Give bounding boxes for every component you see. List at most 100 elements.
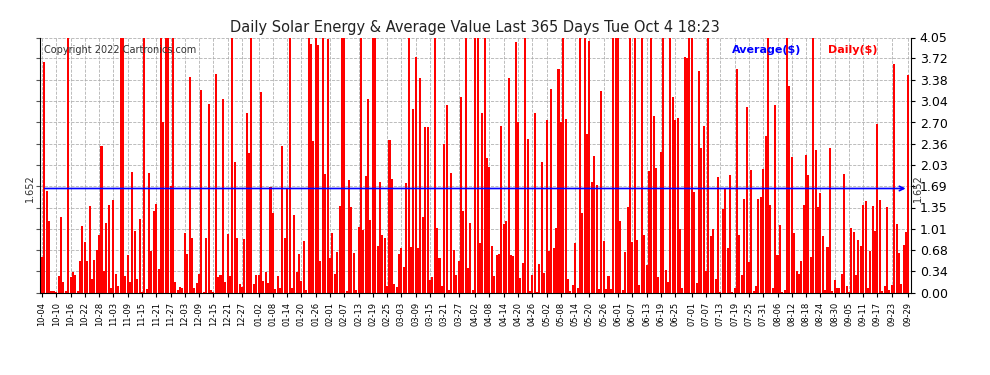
Bar — [832, 291, 834, 292]
Bar — [867, 288, 869, 292]
Bar — [439, 258, 441, 292]
Bar — [132, 172, 134, 292]
Bar — [257, 275, 259, 292]
Bar — [91, 279, 93, 292]
Bar — [376, 246, 378, 292]
Bar — [624, 252, 626, 292]
Bar — [360, 38, 362, 292]
Bar — [793, 233, 795, 292]
Bar — [529, 291, 531, 292]
Bar — [50, 291, 52, 292]
Bar — [74, 275, 76, 292]
Bar — [841, 273, 842, 292]
Bar — [798, 273, 800, 292]
Bar — [639, 285, 641, 292]
Bar — [629, 38, 631, 292]
Bar — [162, 122, 164, 292]
Bar — [388, 140, 390, 292]
Bar — [881, 291, 883, 292]
Bar — [736, 69, 739, 292]
Bar — [584, 38, 586, 292]
Bar — [403, 267, 405, 292]
Bar — [452, 250, 454, 292]
Bar — [57, 276, 59, 292]
Bar — [757, 199, 759, 292]
Bar — [248, 153, 250, 292]
Bar — [432, 277, 434, 292]
Bar — [227, 234, 229, 292]
Bar — [852, 232, 854, 292]
Bar — [560, 122, 562, 292]
Bar — [593, 156, 595, 292]
Bar — [44, 62, 46, 292]
Bar — [747, 262, 750, 292]
Bar — [93, 261, 95, 292]
Bar — [441, 286, 443, 292]
Bar — [603, 241, 605, 292]
Bar — [344, 38, 346, 292]
Bar — [286, 189, 288, 292]
Bar — [122, 38, 124, 292]
Bar — [586, 134, 588, 292]
Bar — [412, 110, 415, 292]
Bar — [172, 38, 174, 292]
Bar — [269, 187, 271, 292]
Bar — [534, 113, 536, 292]
Bar — [888, 290, 890, 292]
Bar — [717, 177, 719, 292]
Bar — [437, 228, 439, 292]
Bar — [552, 248, 554, 292]
Bar — [346, 291, 347, 292]
Bar — [557, 69, 559, 292]
Bar — [608, 276, 610, 292]
Bar — [64, 291, 66, 292]
Bar — [103, 271, 105, 292]
Bar — [474, 38, 476, 292]
Bar — [544, 273, 545, 292]
Bar — [293, 214, 295, 292]
Bar — [479, 243, 481, 292]
Bar — [341, 38, 343, 292]
Bar — [179, 287, 181, 292]
Bar — [79, 261, 81, 292]
Bar — [776, 255, 778, 292]
Bar — [150, 251, 152, 292]
Bar — [517, 123, 519, 292]
Bar — [157, 269, 159, 292]
Bar — [76, 291, 78, 292]
Bar — [46, 191, 48, 292]
Bar — [467, 268, 469, 292]
Bar — [379, 182, 381, 292]
Bar — [364, 176, 366, 292]
Bar — [669, 38, 671, 292]
Bar — [645, 265, 647, 292]
Bar — [317, 45, 319, 292]
Bar — [503, 224, 505, 292]
Bar — [148, 173, 150, 292]
Bar — [834, 280, 836, 292]
Bar — [339, 206, 341, 292]
Bar — [508, 78, 510, 292]
Bar — [784, 290, 786, 292]
Bar — [367, 99, 369, 292]
Bar — [193, 288, 195, 292]
Bar — [386, 286, 388, 292]
Bar — [822, 236, 824, 292]
Bar — [676, 118, 678, 292]
Bar — [291, 288, 293, 292]
Bar — [72, 272, 74, 292]
Bar — [796, 271, 798, 292]
Bar — [657, 278, 659, 292]
Bar — [81, 226, 83, 292]
Bar — [698, 70, 700, 292]
Bar — [743, 199, 745, 292]
Bar — [820, 193, 822, 292]
Bar — [491, 246, 493, 292]
Bar — [284, 237, 286, 292]
Bar — [510, 255, 512, 292]
Bar — [464, 38, 466, 292]
Bar — [255, 275, 257, 292]
Bar — [384, 238, 386, 292]
Bar — [693, 192, 695, 292]
Bar — [750, 170, 752, 292]
